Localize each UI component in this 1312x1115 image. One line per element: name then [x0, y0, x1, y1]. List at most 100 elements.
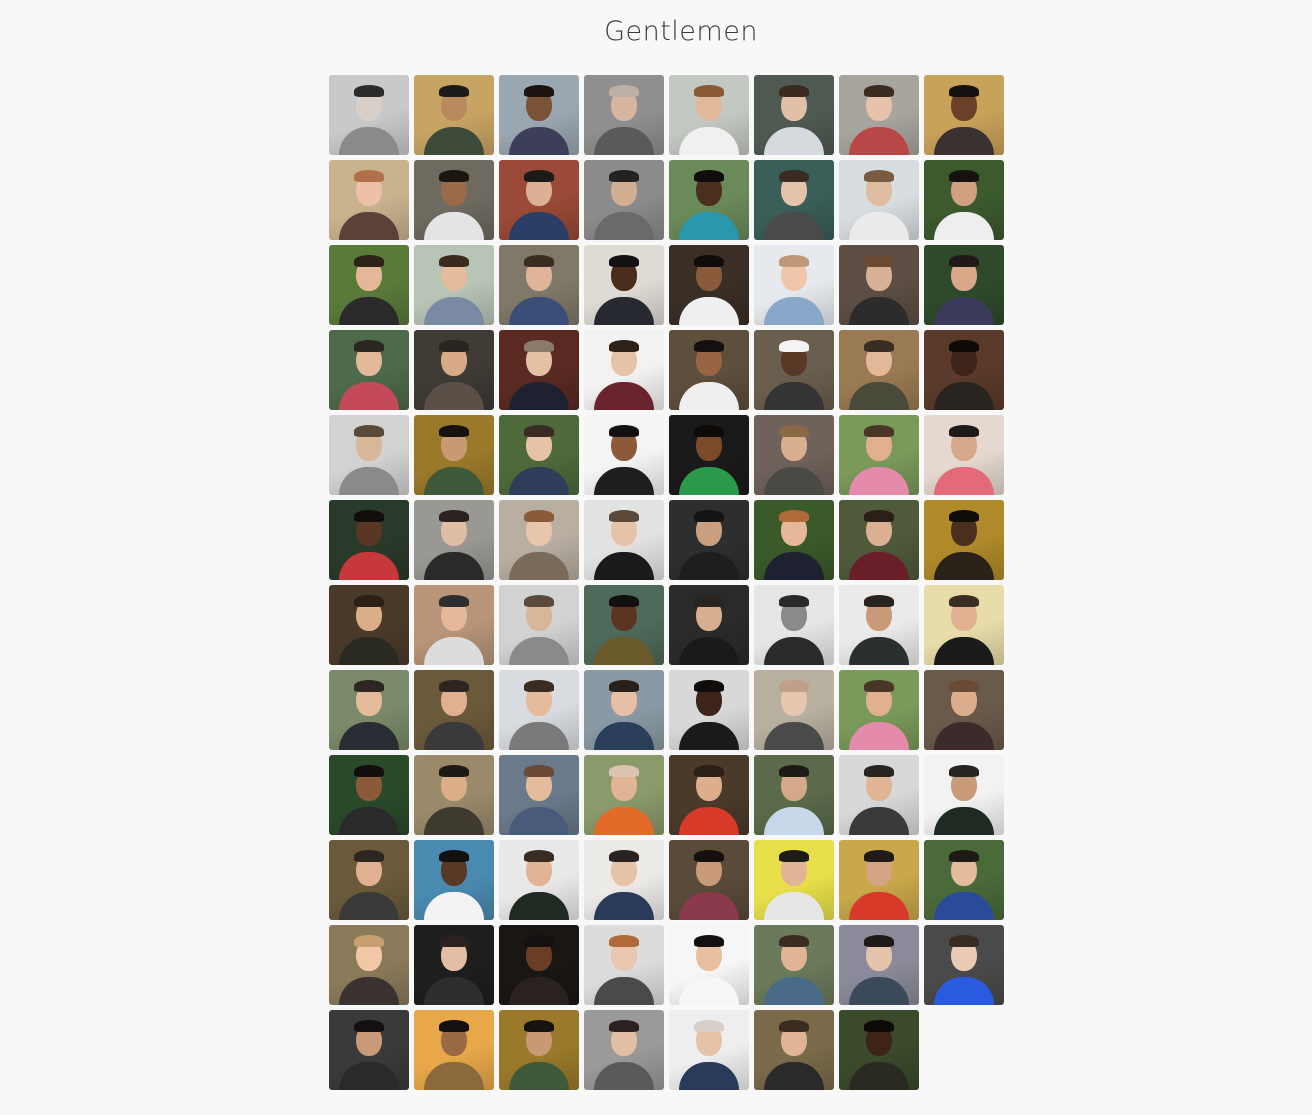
avatar[interactable]: [924, 245, 1004, 325]
avatar[interactable]: [754, 75, 834, 155]
avatar-hair: [354, 255, 384, 267]
avatar-shoulders: [764, 127, 824, 155]
avatar[interactable]: [329, 840, 409, 920]
avatar[interactable]: [754, 585, 834, 665]
avatar[interactable]: [669, 75, 749, 155]
avatar[interactable]: [924, 670, 1004, 750]
avatar-shoulders: [849, 807, 909, 835]
avatar[interactable]: [499, 840, 579, 920]
avatar[interactable]: [839, 415, 919, 495]
avatar[interactable]: [499, 160, 579, 240]
avatar[interactable]: [414, 245, 494, 325]
avatar[interactable]: [329, 670, 409, 750]
avatar[interactable]: [329, 500, 409, 580]
avatar[interactable]: [754, 500, 834, 580]
avatar[interactable]: [924, 415, 1004, 495]
avatar[interactable]: [924, 585, 1004, 665]
avatar[interactable]: [499, 330, 579, 410]
avatar[interactable]: [924, 160, 1004, 240]
avatar[interactable]: [669, 585, 749, 665]
avatar[interactable]: [754, 925, 834, 1005]
avatar[interactable]: [669, 500, 749, 580]
avatar[interactable]: [924, 500, 1004, 580]
avatar[interactable]: [754, 245, 834, 325]
avatar[interactable]: [924, 840, 1004, 920]
avatar[interactable]: [584, 500, 664, 580]
avatar[interactable]: [669, 840, 749, 920]
avatar[interactable]: [839, 840, 919, 920]
avatar[interactable]: [499, 1010, 579, 1090]
avatar[interactable]: [499, 670, 579, 750]
avatar[interactable]: [414, 755, 494, 835]
avatar[interactable]: [669, 415, 749, 495]
avatar[interactable]: [754, 755, 834, 835]
avatar[interactable]: [414, 500, 494, 580]
avatar[interactable]: [839, 670, 919, 750]
avatar[interactable]: [584, 330, 664, 410]
avatar[interactable]: [669, 755, 749, 835]
avatar[interactable]: [414, 585, 494, 665]
avatar[interactable]: [839, 245, 919, 325]
avatar[interactable]: [414, 415, 494, 495]
avatar[interactable]: [499, 75, 579, 155]
avatar[interactable]: [414, 840, 494, 920]
avatar[interactable]: [669, 330, 749, 410]
avatar[interactable]: [839, 925, 919, 1005]
avatar[interactable]: [584, 75, 664, 155]
avatar[interactable]: [414, 330, 494, 410]
avatar[interactable]: [414, 1010, 494, 1090]
avatar[interactable]: [839, 330, 919, 410]
avatar[interactable]: [584, 160, 664, 240]
avatar[interactable]: [669, 670, 749, 750]
avatar[interactable]: [329, 585, 409, 665]
avatar[interactable]: [839, 585, 919, 665]
avatar[interactable]: [584, 415, 664, 495]
avatar[interactable]: [754, 330, 834, 410]
avatar[interactable]: [839, 755, 919, 835]
avatar[interactable]: [499, 585, 579, 665]
avatar[interactable]: [924, 330, 1004, 410]
avatar[interactable]: [414, 925, 494, 1005]
avatar[interactable]: [414, 160, 494, 240]
avatar[interactable]: [754, 840, 834, 920]
avatar[interactable]: [669, 925, 749, 1005]
avatar[interactable]: [584, 925, 664, 1005]
avatar[interactable]: [669, 1010, 749, 1090]
avatar[interactable]: [584, 245, 664, 325]
avatar[interactable]: [584, 1010, 664, 1090]
avatar[interactable]: [754, 160, 834, 240]
avatar[interactable]: [839, 1010, 919, 1090]
avatar[interactable]: [839, 160, 919, 240]
avatar[interactable]: [329, 330, 409, 410]
avatar[interactable]: [329, 925, 409, 1005]
avatar[interactable]: [584, 670, 664, 750]
avatar[interactable]: [839, 500, 919, 580]
avatar[interactable]: [414, 75, 494, 155]
avatar[interactable]: [839, 75, 919, 155]
avatar[interactable]: [499, 755, 579, 835]
avatar[interactable]: [669, 245, 749, 325]
avatar[interactable]: [924, 75, 1004, 155]
avatar[interactable]: [924, 925, 1004, 1005]
avatar[interactable]: [499, 500, 579, 580]
avatar[interactable]: [329, 415, 409, 495]
avatar[interactable]: [499, 925, 579, 1005]
avatar[interactable]: [924, 755, 1004, 835]
avatar[interactable]: [414, 670, 494, 750]
avatar[interactable]: [754, 670, 834, 750]
avatar[interactable]: [584, 840, 664, 920]
avatar[interactable]: [669, 160, 749, 240]
avatar[interactable]: [329, 75, 409, 155]
avatar[interactable]: [329, 245, 409, 325]
avatar[interactable]: [584, 755, 664, 835]
avatar[interactable]: [584, 585, 664, 665]
avatar[interactable]: [329, 160, 409, 240]
avatar[interactable]: [499, 415, 579, 495]
avatar[interactable]: [754, 415, 834, 495]
avatar[interactable]: [754, 1010, 834, 1090]
avatar[interactable]: [329, 755, 409, 835]
avatar[interactable]: [329, 1010, 409, 1090]
avatar-hair: [864, 85, 894, 97]
avatar[interactable]: [499, 245, 579, 325]
avatar-shoulders: [594, 212, 654, 240]
